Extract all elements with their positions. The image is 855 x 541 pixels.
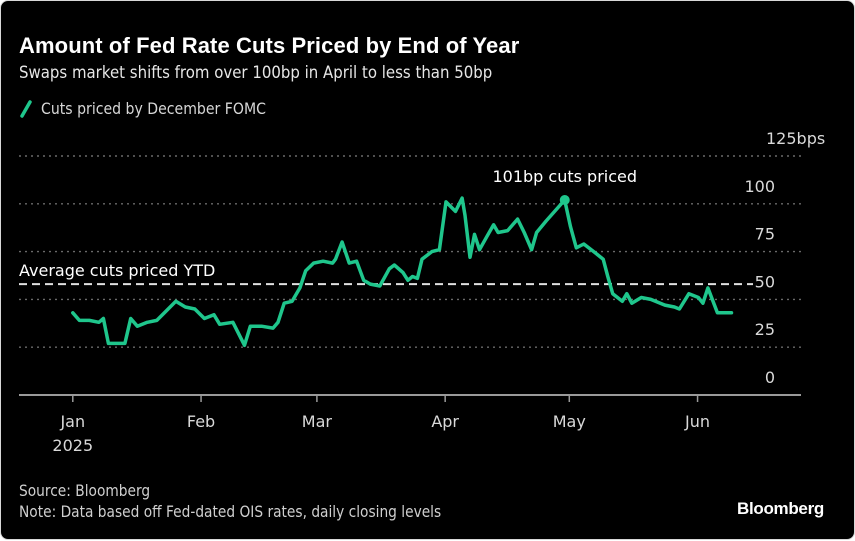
series-layer xyxy=(71,196,734,348)
chart-title: Amount of Fed Rate Cuts Priced by End of… xyxy=(19,33,520,58)
y-tick-label: 100 xyxy=(744,177,775,196)
annotations: 101bp cuts priced xyxy=(492,167,637,205)
chart-subtitle: Swaps market shifts from over 100bp in A… xyxy=(19,63,493,83)
y-tick-label: 50 xyxy=(755,272,775,291)
x-tick-label: Feb xyxy=(187,412,215,431)
peak-annotation: 101bp cuts priced xyxy=(492,167,637,186)
x-tick-label: Apr xyxy=(431,412,459,431)
reference-lines: Average cuts priced YTD xyxy=(19,261,753,286)
y-axis: 0 25 50 75 100 125bps xyxy=(744,129,825,387)
y-tick-label: 75 xyxy=(755,225,775,244)
x-tick-label: Jan xyxy=(59,412,85,431)
y-tick-label: 125bps xyxy=(766,129,825,148)
y-tick-label: 25 xyxy=(755,320,775,339)
x-tick-label: Mar xyxy=(302,412,333,431)
legend: Cuts priced by December FOMC xyxy=(19,99,297,118)
peak-marker xyxy=(559,194,570,205)
x-tick-label: Jun xyxy=(684,412,710,431)
average-line-label: Average cuts priced YTD xyxy=(19,261,215,280)
x-tick-label: May xyxy=(553,412,586,431)
legend-swatch-icon xyxy=(20,99,32,118)
x-tick-sublabel: 2025 xyxy=(52,436,93,455)
source-note: Source: Bloomberg xyxy=(19,481,151,500)
gridlines xyxy=(19,155,801,348)
series-line xyxy=(71,196,734,348)
footnote: Note: Data based off Fed-dated OIS rates… xyxy=(19,502,442,521)
bloomberg-logo: Bloomberg xyxy=(736,499,824,518)
y-tick-label: 0 xyxy=(765,368,775,387)
legend-label: Cuts priced by December FOMC xyxy=(41,99,266,118)
x-axis: Jan 2025 Feb Mar Apr May Jun xyxy=(19,394,801,455)
